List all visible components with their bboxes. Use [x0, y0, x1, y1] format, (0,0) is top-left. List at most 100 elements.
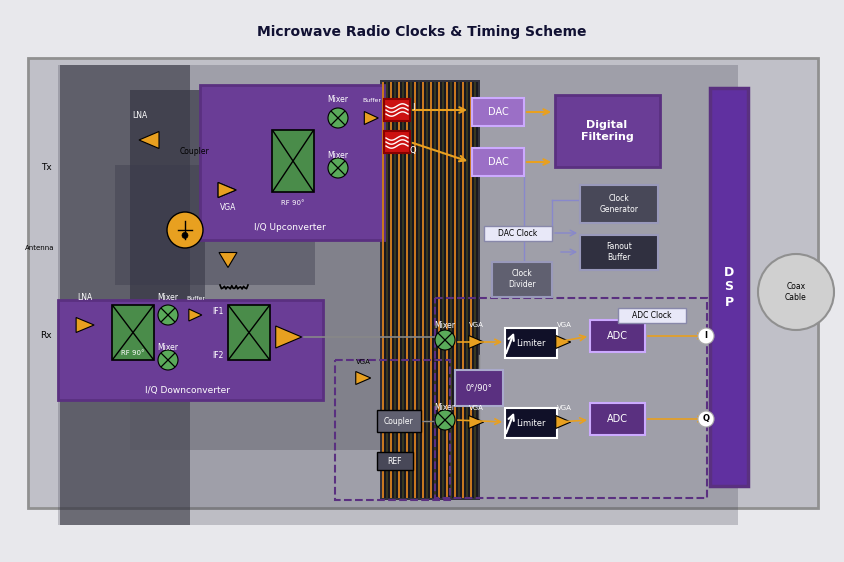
Bar: [438, 82, 440, 498]
Text: Q: Q: [702, 415, 710, 424]
Circle shape: [435, 330, 455, 350]
Bar: [435, 298, 707, 498]
Text: Limiter: Limiter: [517, 338, 546, 347]
Bar: [484, 226, 552, 241]
Text: Limiter: Limiter: [517, 419, 546, 428]
Bar: [492, 262, 552, 297]
Text: Fanout
Buffer: Fanout Buffer: [606, 242, 632, 262]
Bar: [200, 85, 385, 240]
Text: ADC: ADC: [607, 414, 627, 424]
Circle shape: [758, 254, 834, 330]
Polygon shape: [356, 371, 371, 384]
Bar: [580, 185, 658, 223]
Text: ADC: ADC: [607, 331, 627, 341]
Bar: [462, 82, 464, 498]
Text: Antenna: Antenna: [25, 245, 55, 251]
Bar: [377, 452, 413, 470]
Polygon shape: [555, 336, 571, 348]
Text: VGA: VGA: [556, 405, 571, 411]
Bar: [115, 165, 315, 285]
Bar: [384, 131, 410, 153]
Bar: [505, 408, 557, 438]
Circle shape: [328, 108, 348, 128]
Polygon shape: [365, 111, 378, 125]
Bar: [458, 82, 460, 498]
Bar: [422, 82, 424, 498]
Circle shape: [328, 158, 348, 178]
Bar: [466, 82, 468, 498]
Text: VGA: VGA: [468, 322, 484, 328]
Bar: [394, 82, 396, 498]
Circle shape: [167, 212, 203, 248]
Bar: [60, 65, 190, 525]
Text: Buffer: Buffer: [187, 296, 205, 301]
Bar: [382, 82, 384, 498]
Bar: [450, 82, 452, 498]
Text: I/Q Upconverter: I/Q Upconverter: [254, 224, 326, 233]
Bar: [380, 80, 480, 500]
Bar: [446, 82, 448, 498]
Circle shape: [698, 328, 714, 344]
Text: Mixer: Mixer: [158, 343, 178, 352]
Text: 0°/90°: 0°/90°: [466, 383, 492, 392]
Text: VGA: VGA: [468, 405, 484, 411]
Bar: [410, 82, 412, 498]
Polygon shape: [139, 132, 159, 148]
Bar: [398, 82, 400, 498]
Bar: [618, 308, 686, 323]
Bar: [384, 99, 410, 121]
Circle shape: [435, 410, 455, 430]
Bar: [272, 130, 314, 192]
Polygon shape: [219, 252, 237, 268]
Text: I: I: [412, 103, 414, 112]
Bar: [470, 82, 472, 498]
Bar: [58, 300, 323, 400]
Text: Coupler: Coupler: [384, 416, 414, 425]
Text: DAC: DAC: [488, 157, 508, 167]
Bar: [402, 82, 404, 498]
Bar: [442, 82, 444, 498]
Circle shape: [158, 350, 178, 370]
Text: Mixer: Mixer: [327, 96, 349, 105]
Text: IF1: IF1: [213, 307, 224, 316]
Text: D
S
P: D S P: [724, 265, 734, 309]
Text: RF 90°: RF 90°: [122, 350, 145, 356]
Text: I: I: [705, 332, 707, 341]
Text: Digital
Filtering: Digital Filtering: [581, 120, 633, 142]
Bar: [454, 82, 456, 498]
Bar: [474, 82, 476, 498]
Text: VGA: VGA: [219, 203, 236, 212]
Text: Mixer: Mixer: [435, 404, 456, 413]
Circle shape: [182, 233, 188, 238]
Bar: [112, 305, 154, 360]
Bar: [130, 90, 205, 380]
Text: Coupler: Coupler: [180, 147, 210, 156]
Polygon shape: [276, 326, 301, 348]
Bar: [455, 370, 503, 406]
Bar: [472, 148, 524, 176]
Polygon shape: [76, 318, 94, 333]
Bar: [390, 82, 392, 498]
Text: IF2: IF2: [213, 351, 224, 360]
Text: DAC: DAC: [488, 107, 508, 117]
Text: Mixer: Mixer: [158, 293, 178, 302]
Text: Coax
Cable: Coax Cable: [785, 282, 807, 302]
Bar: [335, 360, 450, 500]
Bar: [130, 90, 390, 450]
Text: REF: REF: [387, 456, 403, 465]
Text: ADC Clock: ADC Clock: [632, 310, 672, 320]
Bar: [434, 82, 436, 498]
Bar: [228, 305, 270, 360]
Bar: [590, 320, 645, 352]
Bar: [414, 82, 416, 498]
Bar: [710, 88, 748, 486]
Polygon shape: [218, 183, 236, 197]
Bar: [28, 58, 818, 508]
Bar: [505, 328, 557, 358]
Bar: [555, 95, 660, 167]
Text: Buffer: Buffer: [363, 97, 381, 102]
Bar: [426, 82, 428, 498]
Text: LNA: LNA: [78, 293, 93, 302]
Text: Mixer: Mixer: [435, 320, 456, 329]
Bar: [382, 82, 478, 498]
